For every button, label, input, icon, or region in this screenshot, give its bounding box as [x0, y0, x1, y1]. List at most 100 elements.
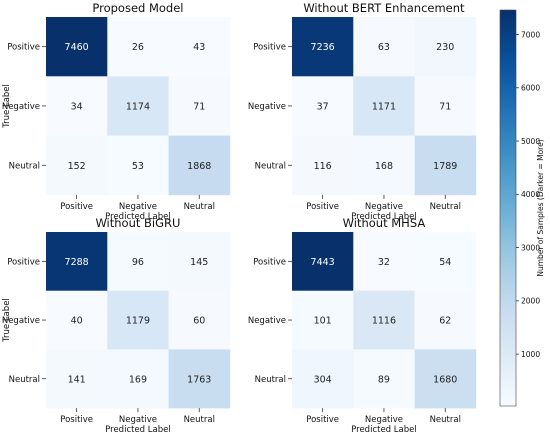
cell-value-label: 101	[314, 316, 332, 327]
cell-value-label: 1174	[126, 101, 150, 112]
panel-title: Without BiGRU	[95, 216, 180, 230]
y-tick-label: Negative	[248, 102, 286, 112]
heatmap-cell	[46, 135, 108, 196]
cell-value-label: 37	[317, 101, 329, 112]
cell-value-label: 32	[378, 257, 390, 268]
heatmap-cell	[107, 135, 169, 196]
y-tick-label: Neutral	[255, 161, 286, 171]
cell-value-label: 26	[132, 42, 144, 53]
y-tick-label: Negative	[248, 316, 286, 326]
cell-value-label: 96	[132, 257, 144, 268]
panel-title: Proposed Model	[92, 1, 183, 15]
x-axis-label: Predicted Label	[105, 425, 171, 432]
cell-value-label: 34	[71, 101, 83, 112]
cell-value-label: 1789	[433, 161, 457, 172]
x-axis-label: Predicted Label	[351, 212, 417, 222]
heatmap-cell	[414, 349, 477, 409]
x-tick-label: Positive	[60, 202, 93, 212]
cell-value-label: 1116	[372, 316, 396, 327]
x-tick-label: Neutral	[184, 415, 215, 425]
heatmap-cell	[353, 290, 415, 350]
cell-value-label: 152	[68, 161, 86, 172]
x-tick-label: Negative	[365, 202, 403, 212]
cell-value-label: 116	[314, 161, 332, 172]
x-axis-label: Predicted Label	[351, 425, 417, 432]
y-tick-label: Neutral	[255, 375, 286, 385]
colorbar-label: Number of Samples (Darker = More)	[536, 139, 545, 276]
heatmap-cell	[107, 290, 169, 350]
x-tick-label: Positive	[306, 202, 339, 212]
colorbar-tick-label: 1000	[521, 350, 540, 359]
cell-value-label: 54	[439, 257, 451, 268]
heatmap-cell	[107, 349, 169, 409]
panel-title: Without BERT Enhancement	[303, 1, 465, 15]
heatmap-cell	[414, 76, 477, 136]
cell-value-label: 304	[314, 374, 332, 385]
heatmap-cell	[292, 349, 354, 409]
heatmap-cell	[46, 349, 108, 409]
cell-value-label: 71	[439, 101, 451, 112]
cell-value-label: 1680	[433, 374, 457, 385]
cell-value-label: 7236	[311, 42, 335, 53]
colorbar	[499, 9, 517, 407]
cell-value-label: 1763	[187, 374, 211, 385]
panel-title: Without MHSA	[343, 216, 426, 230]
colorbar-tick-label: 7000	[521, 30, 540, 39]
heatmap-cell	[414, 17, 477, 77]
y-tick-label: Neutral	[9, 375, 40, 385]
cell-value-label: 230	[436, 42, 454, 53]
heatmap-cell	[107, 17, 169, 77]
heatmap-cell	[168, 17, 231, 77]
cell-value-label: 63	[378, 42, 390, 53]
heatmap-cell	[292, 76, 354, 136]
y-tick-label: Positive	[253, 257, 286, 267]
cell-value-label: 40	[71, 316, 83, 327]
cell-value-label: 1171	[372, 101, 396, 112]
y-tick-label: Positive	[253, 43, 286, 53]
heatmap-cell	[168, 232, 231, 291]
heatmap-cell	[46, 76, 108, 136]
cell-value-label: 89	[378, 374, 390, 385]
heatmap-cell	[414, 135, 477, 196]
cell-value-label: 71	[193, 101, 205, 112]
heatmap-cell	[46, 290, 108, 350]
heatmap-cell	[353, 76, 415, 136]
cell-value-label: 1179	[126, 316, 150, 327]
cell-value-label: 1868	[187, 161, 211, 172]
y-tick-label: Negative	[2, 102, 40, 112]
heatmap-cell	[353, 349, 415, 409]
y-axis-label: True Label	[2, 84, 12, 129]
heatmap-cell	[292, 290, 354, 350]
y-tick-label: Negative	[2, 316, 40, 326]
cell-value-label: 43	[193, 42, 205, 53]
heatmap-cell	[107, 76, 169, 136]
cell-value-label: 145	[190, 257, 208, 268]
cell-value-label: 141	[68, 374, 86, 385]
heatmap-cell	[353, 135, 415, 196]
x-tick-label: Neutral	[184, 202, 215, 212]
colorbar-tick-label: 4000	[521, 190, 540, 199]
heatmap-cell	[292, 232, 354, 291]
colorbar-tick-label: 6000	[521, 84, 540, 93]
heatmap-cell	[353, 17, 415, 77]
colorbar-tick-label: 2000	[521, 297, 540, 306]
y-axis-label: True Label	[2, 298, 12, 343]
heatmap-cell	[168, 76, 231, 136]
cell-value-label: 62	[439, 316, 451, 327]
x-tick-label: Positive	[306, 415, 339, 425]
y-tick-label: Positive	[7, 257, 40, 267]
heatmap-cell	[107, 232, 169, 291]
heatmap-cell	[46, 232, 108, 291]
x-tick-label: Negative	[365, 415, 403, 425]
cell-value-label: 169	[129, 374, 147, 385]
cell-value-label: 53	[132, 161, 144, 172]
x-tick-label: Negative	[119, 202, 157, 212]
heatmap-cell	[292, 135, 354, 196]
heatmap-cell	[168, 349, 231, 409]
cell-value-label: 7443	[311, 257, 335, 268]
heatmap-cell	[353, 232, 415, 291]
x-tick-label: Positive	[60, 415, 93, 425]
y-tick-label: Neutral	[9, 161, 40, 171]
x-axis-label: Predicted Label	[105, 212, 171, 222]
